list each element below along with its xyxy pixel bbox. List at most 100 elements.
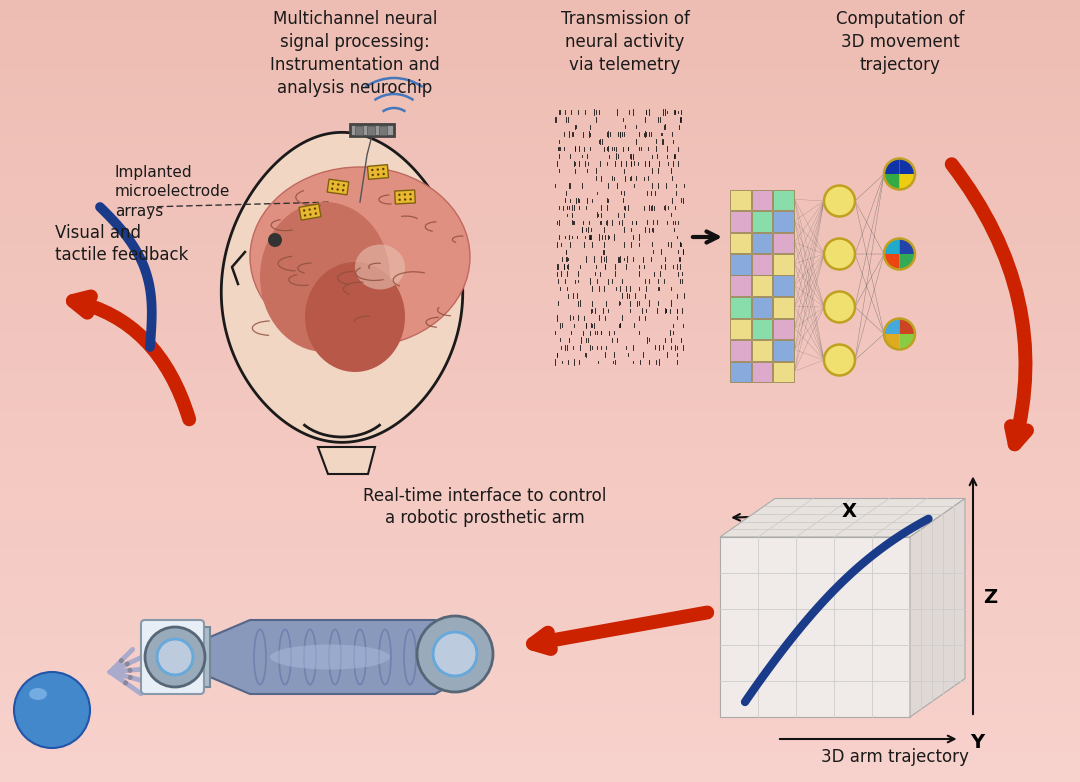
Bar	[0, 770, 1080, 782]
Bar	[0, 184, 1080, 196]
Circle shape	[309, 208, 311, 210]
Wedge shape	[885, 239, 900, 254]
Bar	[0, 712, 1080, 723]
Circle shape	[157, 639, 193, 675]
Circle shape	[314, 212, 318, 215]
Ellipse shape	[249, 167, 470, 347]
Wedge shape	[900, 318, 915, 334]
Bar	[0, 731, 1080, 743]
Bar	[0, 389, 1080, 400]
Circle shape	[377, 168, 379, 170]
Bar	[0, 438, 1080, 450]
Bar	[0, 232, 1080, 244]
Text: Visual and
tactile feedback: Visual and tactile feedback	[55, 224, 188, 264]
Bar	[730, 254, 751, 274]
Bar	[0, 321, 1080, 332]
Bar	[0, 115, 1080, 127]
Bar	[0, 604, 1080, 616]
Bar	[0, 506, 1080, 518]
Wedge shape	[885, 174, 900, 189]
Wedge shape	[885, 254, 900, 270]
Bar	[0, 8, 1080, 20]
FancyBboxPatch shape	[327, 179, 349, 195]
Polygon shape	[170, 627, 210, 687]
Text: Implanted
microelectrode
arrays: Implanted microelectrode arrays	[114, 165, 230, 219]
Bar	[0, 526, 1080, 538]
Circle shape	[404, 199, 406, 201]
Polygon shape	[720, 537, 910, 717]
Bar	[0, 369, 1080, 381]
Bar	[0, 223, 1080, 235]
Circle shape	[342, 184, 345, 186]
Bar	[0, 252, 1080, 264]
Bar	[0, 623, 1080, 635]
Bar	[0, 467, 1080, 479]
Circle shape	[372, 174, 374, 176]
Ellipse shape	[355, 245, 405, 289]
Circle shape	[342, 189, 345, 192]
Bar	[0, 271, 1080, 283]
Bar	[0, 203, 1080, 215]
Bar	[752, 340, 772, 361]
Circle shape	[124, 662, 130, 666]
Bar	[0, 76, 1080, 88]
Bar	[0, 477, 1080, 489]
Bar	[0, 242, 1080, 254]
Bar	[0, 457, 1080, 469]
Wedge shape	[900, 159, 915, 174]
Bar	[0, 408, 1080, 420]
Bar	[0, 692, 1080, 704]
Bar	[0, 213, 1080, 225]
Bar	[0, 350, 1080, 361]
Circle shape	[382, 173, 384, 175]
Circle shape	[399, 199, 401, 201]
Text: Multichannel neural
signal processing:
Instrumentation and
analysis neurochip: Multichannel neural signal processing: I…	[270, 10, 440, 97]
Bar	[0, 497, 1080, 508]
Bar	[0, 653, 1080, 665]
Circle shape	[145, 627, 205, 687]
Bar	[355, 125, 363, 135]
FancyBboxPatch shape	[394, 190, 416, 204]
Bar	[0, 379, 1080, 391]
Wedge shape	[885, 318, 900, 334]
Bar	[773, 340, 794, 361]
Bar	[773, 318, 794, 339]
Bar	[0, 633, 1080, 645]
Bar	[0, 360, 1080, 371]
Bar	[0, 56, 1080, 69]
Circle shape	[127, 675, 133, 680]
Circle shape	[268, 233, 282, 247]
Bar	[0, 594, 1080, 606]
Circle shape	[409, 198, 411, 200]
Bar	[752, 275, 772, 296]
Bar	[0, 536, 1080, 547]
Bar	[0, 95, 1080, 107]
Bar	[0, 86, 1080, 98]
Bar	[0, 565, 1080, 577]
Circle shape	[314, 207, 316, 210]
Bar	[0, 174, 1080, 185]
Bar	[0, 125, 1080, 137]
Polygon shape	[221, 132, 462, 443]
Text: 3D arm trajectory: 3D arm trajectory	[821, 748, 969, 766]
Circle shape	[433, 632, 477, 676]
Text: Computation of
3D movement
trajectory: Computation of 3D movement trajectory	[836, 10, 964, 74]
Text: Transmission of
neural activity
via telemetry: Transmission of neural activity via tele…	[561, 10, 689, 74]
Bar	[0, 66, 1080, 78]
Ellipse shape	[305, 262, 405, 372]
Circle shape	[127, 668, 133, 673]
FancyBboxPatch shape	[299, 204, 321, 221]
Bar	[0, 643, 1080, 655]
Bar	[0, 721, 1080, 734]
Circle shape	[824, 239, 855, 270]
Bar	[752, 189, 772, 210]
Bar	[0, 193, 1080, 205]
Bar	[367, 125, 375, 135]
Bar	[773, 361, 794, 382]
Circle shape	[337, 188, 339, 191]
Circle shape	[377, 174, 379, 176]
Polygon shape	[910, 498, 966, 717]
Bar	[0, 682, 1080, 694]
Bar	[0, 301, 1080, 313]
Ellipse shape	[270, 644, 390, 669]
